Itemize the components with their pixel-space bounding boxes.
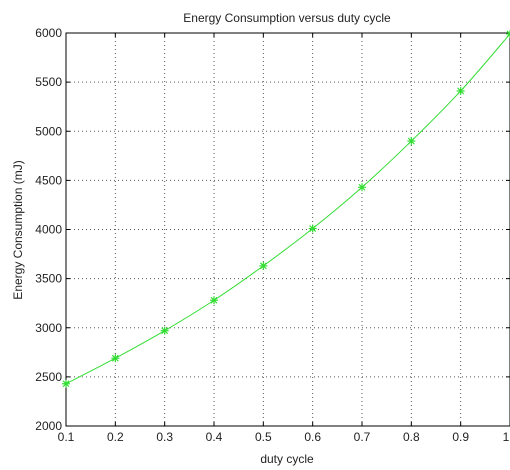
data-point-marker: [62, 379, 70, 388]
tick-labels: 0.1 0.2 0.3 0.4 0.5 0.6 0.7 0.8 0.9 1 2000 2500 3000…: [35, 26, 509, 444]
y-tick-label: 3500: [35, 272, 62, 286]
y-tick-label: 2000: [35, 419, 62, 433]
y-tick-label: 5000: [35, 124, 62, 138]
x-tick-label: 1: [503, 430, 510, 444]
data-point-marker: [210, 296, 218, 305]
series-line: [65, 33, 510, 385]
x-tick-label: 0.6: [304, 430, 321, 444]
x-tick-label: 0.3: [156, 430, 173, 444]
x-tick-label: 0.5: [255, 430, 272, 444]
x-axis-label: duty cycle: [260, 452, 314, 466]
data-point-marker: [456, 86, 465, 95]
grid: [66, 33, 510, 426]
series-layer: [62, 29, 510, 388]
chart-title: Energy Consumption versus duty cycle: [183, 11, 391, 25]
y-tick-label: 6000: [35, 26, 62, 40]
x-tick-label: 0.8: [403, 430, 420, 444]
data-point-marker: [358, 183, 366, 192]
y-tick-label: 4000: [35, 223, 62, 237]
x-tick-label: 0.9: [452, 430, 469, 444]
data-point-marker: [160, 326, 169, 335]
data-point-marker: [111, 354, 120, 363]
plot-frame: [65, 32, 510, 427]
data-point-marker: [259, 261, 268, 270]
data-point-marker: [308, 224, 317, 233]
x-tick-label: 0.7: [354, 430, 371, 444]
y-axis-label: Energy Consumption (mJ): [11, 160, 25, 299]
data-point-marker: [407, 137, 416, 146]
y-tick-label: 4500: [35, 173, 62, 187]
ticks: [65, 32, 510, 427]
y-tick-label: 2500: [35, 370, 62, 384]
y-tick-label: 5500: [35, 75, 62, 89]
y-tick-label: 3000: [35, 321, 62, 335]
x-tick-label: 0.4: [206, 430, 223, 444]
data-point-marker: [506, 29, 510, 38]
x-tick-label: 0.1: [58, 430, 75, 444]
x-tick-label: 0.2: [107, 430, 124, 444]
